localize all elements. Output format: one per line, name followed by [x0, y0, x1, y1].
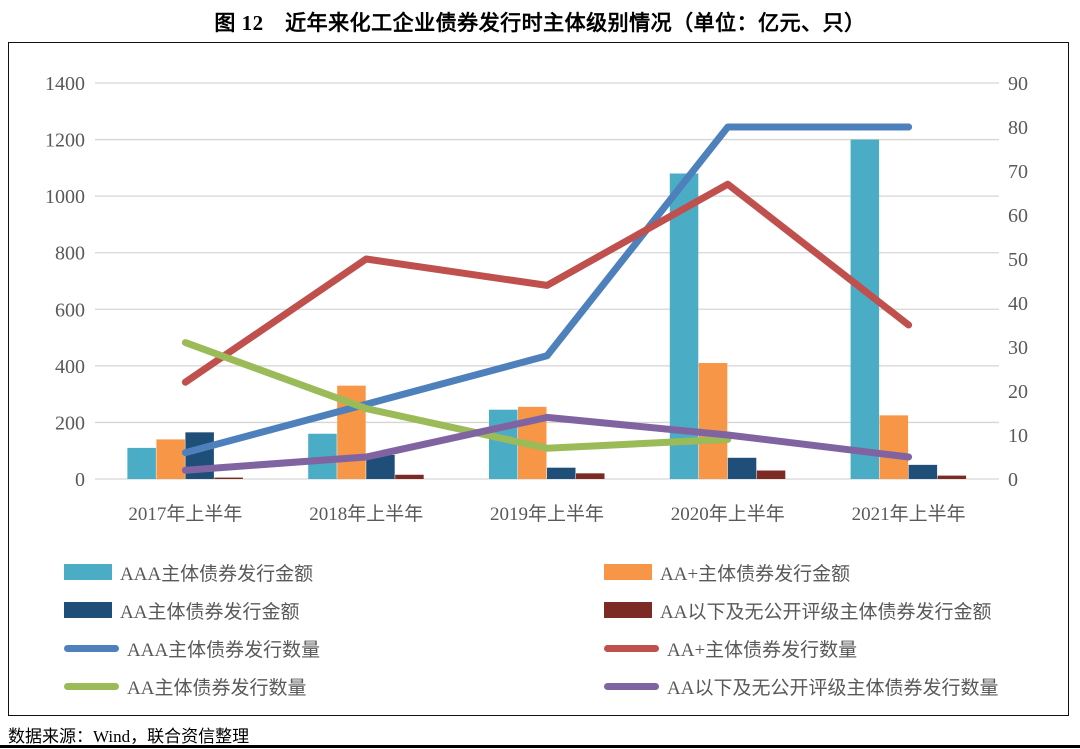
legend-item: AA+主体债券发行数量	[604, 636, 998, 661]
legend-label: AA+主体债券发行数量	[667, 639, 858, 661]
source-note: 数据来源：Wind，联合资信整理	[8, 727, 250, 746]
legend-line-swatch-icon	[604, 682, 659, 690]
chart-frame: 0 200 400 600 800 1000 1200 1400 0 10 20 30 40 50 60 70…	[8, 42, 1069, 716]
legend-label: AAA主体债券发行数量	[127, 639, 321, 661]
bar	[547, 467, 576, 479]
legend-bar-swatch-icon	[604, 564, 652, 580]
left-axis-tick-label: 1400	[45, 73, 85, 95]
legend-label: AA+主体债券发行金额	[660, 563, 851, 585]
legend-item: AA+主体债券发行金额	[604, 560, 998, 585]
left-axis-tick-label: 800	[55, 243, 85, 265]
left-axis-tick-label: 1200	[45, 130, 85, 152]
legend-bar-swatch-icon	[604, 602, 652, 618]
left-axis-tick-label: 0	[75, 469, 85, 491]
legend-label: AA主体债券发行数量	[127, 677, 307, 699]
right-axis-tick-label: 0	[1008, 469, 1018, 491]
bar	[127, 447, 156, 479]
page-title: 图 12 近年来化工企业债券发行时主体级别情况（单位：亿元、只）	[214, 11, 866, 35]
right-axis-tick-label: 30	[1008, 337, 1028, 359]
bar	[879, 415, 909, 479]
right-axis-tick-label: 90	[1008, 73, 1028, 95]
x-axis-category-label: 2018年上半年	[309, 503, 423, 525]
x-axis-category-label: 2021年上半年	[852, 503, 966, 525]
legend-line-swatch-icon	[64, 644, 119, 652]
right-axis-tick-label: 10	[1008, 425, 1028, 447]
bar	[850, 139, 880, 480]
bar	[395, 474, 424, 479]
left-axis-tick-label: 200	[55, 412, 85, 434]
combo-chart: 0 200 400 600 800 1000 1200 1400 0 10 20 30 40 50 60 70…	[45, 73, 1028, 525]
legend-item: AAA主体债券发行数量	[64, 636, 594, 661]
right-axis-tick-label: 50	[1008, 249, 1028, 271]
x-axis-category-label: 2017年上半年	[128, 503, 242, 525]
line-series	[181, 123, 913, 457]
bar	[727, 457, 757, 479]
legend-label: AAA主体债券发行金额	[120, 563, 314, 585]
chart-legend: AAA主体债券发行金额 AA+主体债券发行金额 AA主体债券发行金额 AA以下及无公开…	[64, 560, 999, 699]
bar	[576, 473, 605, 479]
legend-label: AA以下及无公开评级主体债券发行金额	[660, 601, 992, 623]
bar	[908, 464, 938, 479]
line-series	[181, 339, 732, 452]
left-axis-tick-label: 400	[55, 356, 85, 378]
bar	[214, 477, 243, 479]
legend-item: AA以下及无公开评级主体债券发行金额	[604, 598, 998, 623]
right-axis-tick-label: 70	[1008, 161, 1028, 183]
bar	[156, 439, 185, 479]
bar	[698, 363, 728, 479]
left-axis-tick-label: 1000	[45, 186, 85, 208]
legend-item: AA主体债券发行数量	[64, 674, 594, 699]
x-axis-category-label: 2019年上半年	[490, 503, 604, 525]
right-axis-tick-label: 40	[1008, 293, 1028, 315]
line-series	[181, 180, 913, 386]
x-axis-category-label: 2020年上半年	[671, 503, 785, 525]
legend-bar-swatch-icon	[64, 564, 112, 580]
legend-item: AA以下及无公开评级主体债券发行数量	[604, 674, 999, 699]
right-axis-tick-label: 80	[1008, 117, 1028, 139]
legend-label: AA以下及无公开评级主体债券发行数量	[667, 677, 999, 699]
legend-item: AA主体债券发行金额	[64, 598, 594, 623]
bar	[756, 470, 786, 479]
bottom-rule	[0, 745, 1080, 748]
legend-bar-swatch-icon	[64, 602, 112, 618]
legend-line-swatch-icon	[64, 682, 119, 690]
right-axis-tick-label: 60	[1008, 205, 1028, 227]
bar	[489, 409, 518, 479]
left-axis-tick-label: 600	[55, 299, 85, 321]
legend-label: AA主体债券发行金额	[120, 601, 300, 623]
legend-line-swatch-icon	[604, 644, 659, 652]
legend-item: AAA主体债券发行金额	[64, 560, 594, 585]
bar	[937, 475, 967, 479]
right-axis-tick-label: 20	[1008, 381, 1028, 403]
line-series	[181, 413, 913, 474]
